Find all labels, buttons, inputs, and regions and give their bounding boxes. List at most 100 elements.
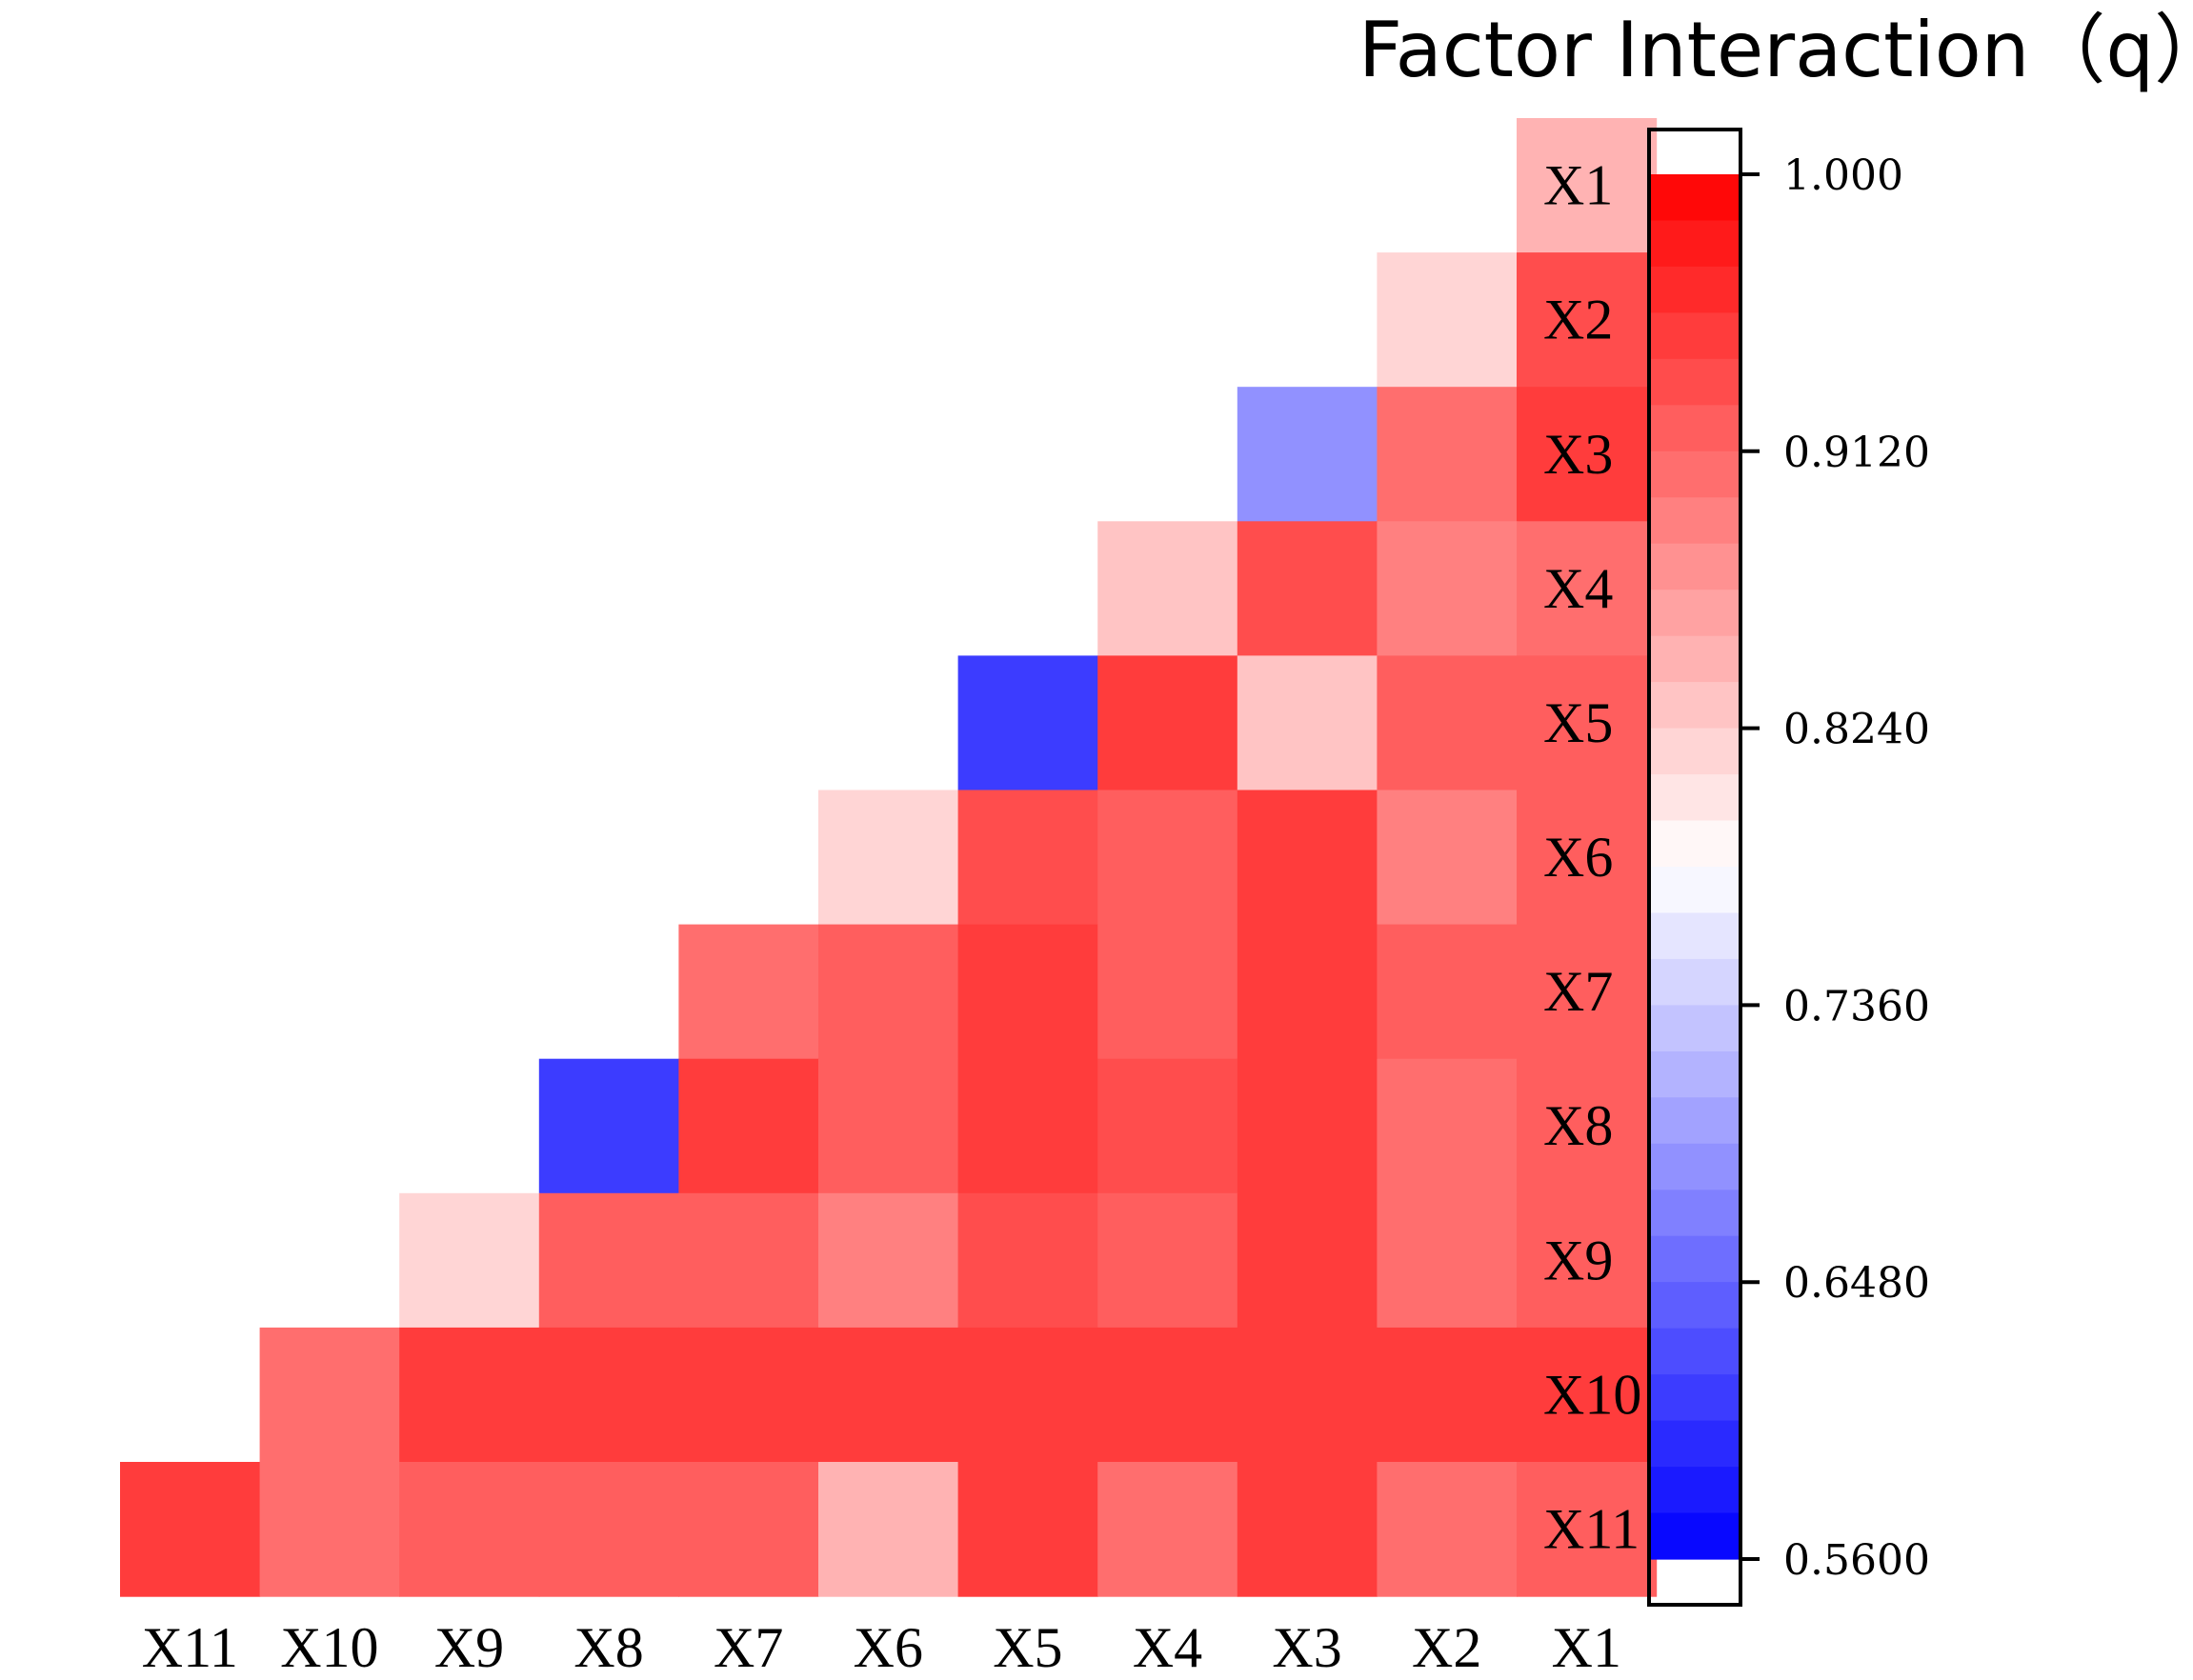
heatmap-cell-x8-x7	[678, 1058, 819, 1194]
colorbar-swatch	[1649, 1512, 1740, 1560]
heatmap-cell-x11-x6	[818, 1462, 959, 1597]
row-label-x2: X2	[1543, 289, 1613, 351]
colorbar-swatch	[1649, 220, 1740, 268]
row-label-x7: X7	[1543, 960, 1613, 1023]
heatmap-cell-x6-x3	[1237, 790, 1378, 926]
heatmap-cell-x10-x1	[1517, 1327, 1658, 1463]
col-label-x1: X1	[1552, 1616, 1621, 1679]
col-label-x9: X9	[434, 1616, 504, 1679]
colorbar-swatch	[1649, 1097, 1740, 1145]
heatmap-cell-x11-x8	[538, 1462, 679, 1597]
heatmap-cell-x7-x2	[1377, 924, 1518, 1060]
heatmap-cell-x10-x5	[957, 1327, 1098, 1463]
col-label-x8: X8	[573, 1616, 643, 1679]
colorbar-tick-label: 0.9120	[1783, 429, 1930, 477]
heatmap-cell-x7-x7	[678, 924, 819, 1060]
heatmap-cell-x2-x2	[1377, 252, 1518, 388]
heatmap-cell-x9-x8	[538, 1192, 679, 1329]
heatmap-cell-x11-x5	[957, 1462, 1098, 1597]
heatmap-cells	[120, 118, 1658, 1597]
row-label-x4: X4	[1543, 557, 1613, 620]
heatmap-cell-x8-x2	[1377, 1058, 1518, 1194]
col-label-x4: X4	[1133, 1616, 1202, 1679]
colorbar-swatch	[1649, 867, 1740, 914]
heatmap-cell-x9-x1	[1517, 1192, 1658, 1329]
heatmap-cell-x10-x7	[678, 1327, 819, 1463]
row-label-x10: X10	[1543, 1363, 1641, 1426]
colorbar-swatch	[1649, 1282, 1740, 1330]
heatmap-cell-x4-x4	[1097, 521, 1238, 656]
heatmap-cell-x10-x3	[1237, 1327, 1378, 1463]
colorbar-tick-label: 0.6480	[1783, 1259, 1930, 1308]
heatmap-cell-x5-x5	[957, 655, 1098, 791]
heatmap-cell-x6-x1	[1517, 790, 1658, 926]
col-label-x2: X2	[1412, 1616, 1481, 1679]
heatmap-cell-x8-x8	[538, 1058, 679, 1194]
heatmap-cell-x11-x2	[1377, 1462, 1518, 1597]
row-labels: X1 X2 X3 X4 X5 X6 X7 X8 X9 X10 X11	[1543, 154, 1641, 1561]
heatmap-cell-x10-x6	[818, 1327, 959, 1463]
heatmap-cell-x4-x2	[1377, 521, 1518, 656]
heatmap-cell-x7-x1	[1517, 924, 1658, 1060]
heatmap-cell-x11-x9	[399, 1462, 540, 1597]
heatmap-cell-x6-x4	[1097, 790, 1238, 926]
col-label-x7: X7	[714, 1616, 783, 1679]
heatmap-cell-x7-x6	[818, 924, 959, 1060]
chart-title: Factor Interaction（q）	[1358, 6, 2193, 94]
col-label-x5: X5	[993, 1616, 1062, 1679]
heatmap-cell-x10-x8	[538, 1327, 679, 1463]
colorbar-tick-label: 0.8240	[1783, 706, 1930, 754]
heatmap-cell-x9-x6	[818, 1192, 959, 1329]
row-label-x9: X9	[1543, 1229, 1613, 1291]
colorbar-swatch	[1649, 312, 1740, 360]
colorbar-frame	[1647, 128, 1742, 1607]
row-label-x11: X11	[1543, 1498, 1640, 1561]
heatmap-cell-x7-x5	[957, 924, 1098, 1060]
row-label-x5: X5	[1543, 691, 1613, 754]
heatmap-cell-x11-x11	[120, 1462, 261, 1597]
heatmap-cell-x9-x9	[399, 1192, 540, 1329]
colorbar-swatch	[1649, 1143, 1740, 1190]
colorbar-swatch	[1649, 635, 1740, 683]
heatmap-cell-x4-x3	[1237, 521, 1378, 656]
heatmap-cell-x6-x6	[818, 790, 959, 926]
row-label-x6: X6	[1543, 826, 1613, 889]
heatmap-cell-x9-x7	[678, 1192, 819, 1329]
heatmap-cell-x1-x1	[1517, 118, 1658, 253]
heatmap-cell-x3-x2	[1377, 387, 1518, 522]
heatmap-cell-x9-x2	[1377, 1192, 1518, 1329]
heatmap-cell-x10-x9	[399, 1327, 540, 1463]
colorbar-swatch	[1649, 266, 1740, 313]
column-labels: X11 X10 X9 X8 X7 X6 X5 X4 X3 X2 X1	[142, 1616, 1621, 1679]
colorbar-tick-label: 1.000	[1783, 151, 1903, 200]
col-label-x3: X3	[1272, 1616, 1341, 1679]
heatmap-cell-x8-x4	[1097, 1058, 1238, 1194]
colorbar-swatch	[1649, 1050, 1740, 1098]
heatmap-cell-x2-x1	[1517, 252, 1658, 388]
colorbar-swatch	[1649, 1005, 1740, 1052]
heatmap-cell-x11-x1	[1517, 1462, 1658, 1597]
colorbar-swatch	[1649, 1190, 1740, 1237]
heatmap-cell-x4-x1	[1517, 521, 1658, 656]
colorbar-swatch	[1649, 1235, 1740, 1283]
colorbar-swatch	[1649, 590, 1740, 637]
colorbar-swatch	[1649, 450, 1740, 498]
heatmap-cell-x11-x7	[678, 1462, 819, 1597]
heatmap-cell-x7-x3	[1237, 924, 1378, 1060]
heatmap-cell-x10-x4	[1097, 1327, 1238, 1463]
col-label-x10: X10	[280, 1616, 378, 1679]
colorbar-swatch	[1649, 912, 1740, 960]
colorbar-swatch	[1649, 1467, 1740, 1514]
colorbar-swatch	[1649, 405, 1740, 452]
heatmap-cell-x7-x4	[1097, 924, 1238, 1060]
heatmap-cell-x11-x4	[1097, 1462, 1238, 1597]
colorbar-swatch	[1649, 1374, 1740, 1422]
colorbar-swatch	[1649, 497, 1740, 545]
heatmap-cell-x5-x3	[1237, 655, 1378, 791]
heatmap-cell-x10-x10	[259, 1327, 400, 1463]
colorbar-tick-label: 0.5600	[1783, 1536, 1930, 1585]
heatmap-cell-x9-x3	[1237, 1192, 1378, 1329]
heatmap-cell-x9-x4	[1097, 1192, 1238, 1329]
heatmap-cell-x5-x2	[1377, 655, 1518, 791]
